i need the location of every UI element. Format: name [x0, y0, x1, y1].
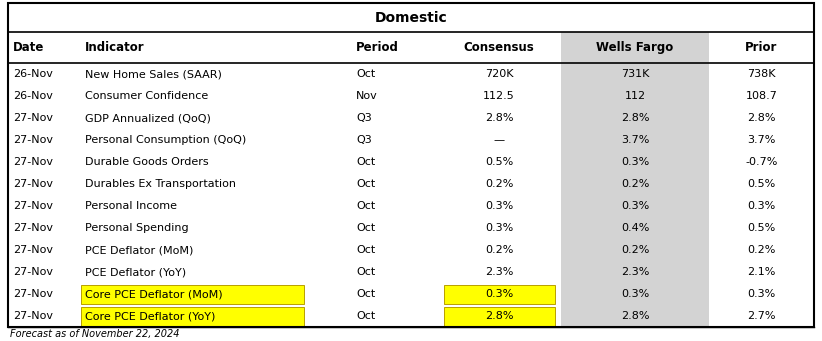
Text: 27-Nov: 27-Nov: [13, 267, 53, 277]
Text: Durable Goods Orders: Durable Goods Orders: [85, 157, 208, 167]
Text: 0.3%: 0.3%: [747, 201, 775, 211]
Bar: [561, 305, 709, 327]
Text: PCE Deflator (MoM): PCE Deflator (MoM): [85, 245, 193, 255]
Text: Q3: Q3: [357, 113, 372, 123]
Text: 0.3%: 0.3%: [485, 289, 513, 299]
Bar: [561, 173, 709, 195]
Bar: [561, 129, 709, 151]
Text: 2.8%: 2.8%: [747, 113, 776, 123]
Text: 2.8%: 2.8%: [485, 311, 514, 321]
Text: Oct: Oct: [357, 311, 376, 321]
Bar: [561, 283, 709, 305]
Text: 26-Nov: 26-Nov: [13, 69, 53, 79]
Text: Domestic: Domestic: [375, 11, 447, 25]
Text: 0.5%: 0.5%: [747, 179, 775, 189]
Text: 27-Nov: 27-Nov: [13, 179, 53, 189]
Text: PCE Deflator (YoY): PCE Deflator (YoY): [85, 267, 186, 277]
Text: 0.2%: 0.2%: [747, 245, 775, 255]
Text: 0.3%: 0.3%: [621, 201, 649, 211]
Text: 27-Nov: 27-Nov: [13, 311, 53, 321]
Bar: [81, 285, 304, 304]
Text: Durables Ex Transportation: Durables Ex Transportation: [85, 179, 236, 189]
Text: New Home Sales (SAAR): New Home Sales (SAAR): [85, 69, 221, 79]
Text: -0.7%: -0.7%: [746, 157, 778, 167]
Text: Oct: Oct: [357, 201, 376, 211]
Text: 731K: 731K: [621, 69, 649, 79]
Text: —: —: [494, 135, 505, 145]
Text: Personal Consumption (QoQ): Personal Consumption (QoQ): [85, 135, 246, 145]
Text: Personal Income: Personal Income: [85, 201, 177, 211]
Text: Period: Period: [357, 41, 399, 54]
Text: Core PCE Deflator (YoY): Core PCE Deflator (YoY): [85, 311, 215, 321]
Text: Date: Date: [13, 41, 44, 54]
Text: 0.2%: 0.2%: [621, 245, 649, 255]
Bar: [561, 195, 709, 217]
Text: 720K: 720K: [485, 69, 514, 79]
Text: 27-Nov: 27-Nov: [13, 245, 53, 255]
Text: 2.3%: 2.3%: [621, 267, 649, 277]
Text: 2.8%: 2.8%: [485, 113, 514, 123]
Text: 2.1%: 2.1%: [747, 267, 775, 277]
Bar: [561, 239, 709, 261]
Bar: [81, 307, 304, 326]
Text: 108.7: 108.7: [746, 91, 778, 101]
Text: 3.7%: 3.7%: [621, 135, 649, 145]
Text: 0.3%: 0.3%: [485, 223, 513, 233]
Text: Consumer Confidence: Consumer Confidence: [85, 91, 208, 101]
Bar: [561, 151, 709, 173]
Text: Oct: Oct: [357, 179, 376, 189]
Text: 3.7%: 3.7%: [747, 135, 775, 145]
Text: Oct: Oct: [357, 289, 376, 299]
Text: 2.8%: 2.8%: [621, 311, 649, 321]
Text: 0.3%: 0.3%: [747, 289, 775, 299]
Text: Nov: Nov: [357, 91, 378, 101]
Text: 0.2%: 0.2%: [485, 245, 514, 255]
Text: Core PCE Deflator (MoM): Core PCE Deflator (MoM): [85, 289, 222, 299]
Text: 26-Nov: 26-Nov: [13, 91, 53, 101]
Text: 2.3%: 2.3%: [485, 267, 514, 277]
Text: 738K: 738K: [747, 69, 776, 79]
Text: Oct: Oct: [357, 245, 376, 255]
Bar: [561, 63, 709, 85]
Text: Personal Spending: Personal Spending: [85, 223, 188, 233]
Bar: [561, 85, 709, 107]
Text: 0.2%: 0.2%: [485, 179, 514, 189]
Text: 112.5: 112.5: [483, 91, 515, 101]
Text: Oct: Oct: [357, 157, 376, 167]
Text: Forecast as of November 22, 2024: Forecast as of November 22, 2024: [10, 329, 179, 339]
Bar: [561, 261, 709, 283]
Text: Oct: Oct: [357, 223, 376, 233]
Bar: [561, 32, 709, 63]
Text: 27-Nov: 27-Nov: [13, 201, 53, 211]
Text: Oct: Oct: [357, 267, 376, 277]
Text: 27-Nov: 27-Nov: [13, 157, 53, 167]
Text: 27-Nov: 27-Nov: [13, 135, 53, 145]
Text: 0.2%: 0.2%: [621, 179, 649, 189]
Text: Wells Fargo: Wells Fargo: [597, 41, 674, 54]
Text: 0.3%: 0.3%: [621, 289, 649, 299]
Text: 0.5%: 0.5%: [747, 223, 775, 233]
Text: GDP Annualized (QoQ): GDP Annualized (QoQ): [85, 113, 210, 123]
Text: 0.4%: 0.4%: [621, 223, 649, 233]
Text: Consensus: Consensus: [464, 41, 534, 54]
Text: 0.5%: 0.5%: [485, 157, 513, 167]
Text: 27-Nov: 27-Nov: [13, 223, 53, 233]
Bar: [561, 217, 709, 239]
Bar: [444, 285, 555, 304]
Text: Oct: Oct: [357, 69, 376, 79]
Text: 0.3%: 0.3%: [621, 157, 649, 167]
Text: Q3: Q3: [357, 135, 372, 145]
Text: 112: 112: [625, 91, 645, 101]
Text: 2.7%: 2.7%: [747, 311, 776, 321]
Text: 27-Nov: 27-Nov: [13, 289, 53, 299]
Bar: [561, 107, 709, 129]
Text: 2.8%: 2.8%: [621, 113, 649, 123]
Text: 0.3%: 0.3%: [485, 201, 513, 211]
Text: Prior: Prior: [746, 41, 778, 54]
Text: 27-Nov: 27-Nov: [13, 113, 53, 123]
Text: Indicator: Indicator: [85, 41, 145, 54]
Bar: [444, 307, 555, 326]
